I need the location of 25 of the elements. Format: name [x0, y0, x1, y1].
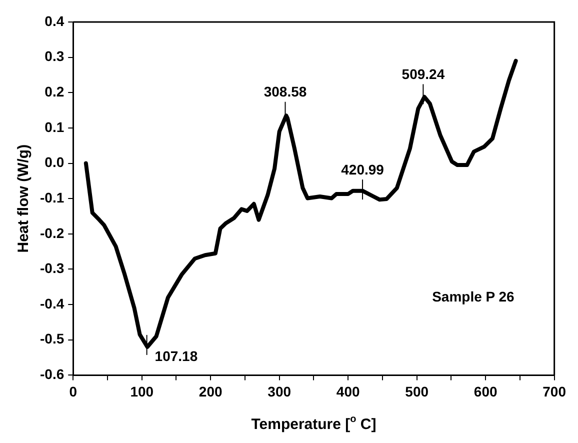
- x-tick-label: 300: [268, 383, 292, 400]
- annotation: Sample P 26: [432, 288, 515, 304]
- y-axis-title: Heat flow (W/g): [15, 144, 32, 253]
- y-tick-label: -0.4: [40, 295, 64, 312]
- y-tick-label: -0.3: [40, 260, 64, 276]
- y-tick-label: -0.5: [40, 330, 64, 347]
- y-tick-label: -0.6: [40, 366, 64, 382]
- x-tick-label: 700: [542, 383, 566, 400]
- annotation: 107.18: [154, 348, 198, 364]
- annotation: 509.24: [402, 66, 445, 82]
- x-tick-label: 400: [336, 383, 360, 400]
- annotation: 308.58: [264, 84, 307, 100]
- x-tick-label: 600: [474, 383, 498, 400]
- y-tick-label: 0.3: [44, 48, 64, 64]
- x-tick-label: 100: [130, 383, 154, 400]
- y-tick-label: 0.4: [44, 12, 64, 29]
- x-tick-label: 500: [405, 383, 429, 400]
- y-tick-label: -0.1: [40, 189, 64, 206]
- y-tick-label: 0.1: [44, 118, 64, 135]
- annotation: 420.99: [341, 161, 384, 178]
- x-tick-label: 200: [198, 383, 222, 400]
- y-tick-label: -0.2: [40, 224, 64, 241]
- y-tick-label: 0.0: [44, 154, 64, 170]
- y-tick-label: 0.2: [44, 84, 64, 100]
- x-tick-label: 0: [69, 383, 78, 400]
